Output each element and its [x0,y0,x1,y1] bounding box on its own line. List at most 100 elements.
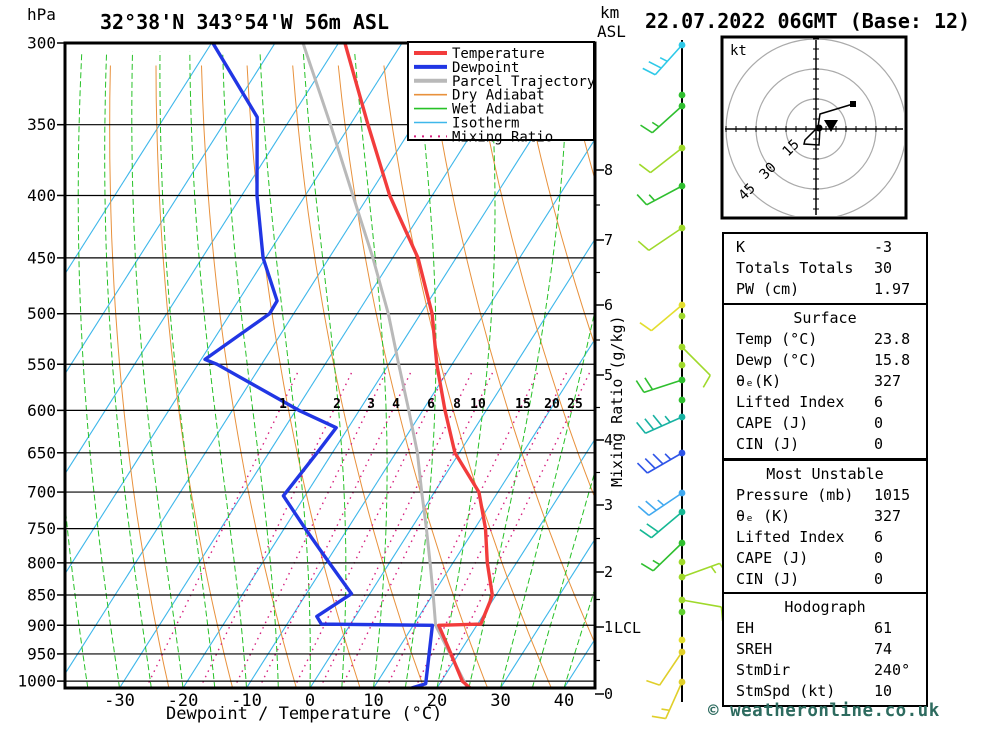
hodograph-top-marker [850,101,856,107]
wind-barb-feather [636,462,648,474]
wind-barb-shaft [645,416,683,435]
wind-barb [638,144,686,174]
wet-adiabat-line [354,51,388,688]
wind-barb-shaft [681,562,720,578]
sounding-profiles [203,43,494,688]
background-line-families [65,43,595,688]
temperature-tick-label: 30 [490,691,510,711]
km-tick-label: 8 [604,161,613,179]
mixing-ratio-value: 4 [392,397,400,412]
temperature-tick-label: 20 [427,691,447,711]
pressure-tick-label: 1000 [17,672,56,691]
stat-row: CAPE (J) 0 [724,413,926,434]
wind-barb-shaft [654,44,683,76]
stat-value: 61 [874,619,893,637]
axis-ticks-and-labels: 3003504004505005506006507007508008509009… [17,34,613,712]
isotherm-line [436,438,595,688]
wind-barb [639,508,686,539]
wind-barb-feather [635,380,645,393]
wind-barb [678,558,686,566]
stat-row: CAPE (J) 0 [724,548,926,569]
wet-adiabat-line [189,51,247,688]
stat-row: CIN (J) 0 [724,434,926,455]
stat-value: 1015 [874,486,911,504]
stat-value: 10 [874,682,893,700]
wind-barb [639,301,686,332]
stat-label: StmSpd (kt) [736,682,836,700]
mixing-ratio-line [319,371,473,688]
stat-value: 6 [874,528,884,546]
wind-barb [636,413,686,435]
legend-label: Wet Adiabat [452,102,545,118]
wind-barb [678,562,729,581]
temperature-tick-label: 10 [363,691,383,711]
stat-row: Lifted Index 6 [724,392,926,413]
stats-box: Surface Temp (°C) 23.8 Dewp (°C) 15.8 θₑ(K) 32… [722,303,928,460]
mixing-ratio-value: 1 [279,397,287,412]
station-title: 32°38'N 343°54'W 56m ASL [100,10,389,34]
wind-barb-feather [639,322,652,332]
stat-row: CIN (J) 0 [724,569,926,590]
stat-label: Pressure (mb) [736,486,854,504]
dry-adiabat-line [428,65,595,645]
wind-barb [637,489,686,517]
stat-value: 240° [874,661,911,679]
stats-section-header: Hodograph [784,598,866,616]
mixing-ratio-value: 6 [427,397,435,412]
temperature-tick-label: 40 [554,691,574,711]
stats-box: K -3 Totals Totals 30 PW (cm) 1.97 [722,232,928,305]
wind-barb-shaft [646,452,683,474]
dry-adiabat-line [201,65,297,688]
isotherm-line [65,43,467,675]
hodograph-unit-label: kt [730,43,747,59]
wind-barb-shaft [681,346,711,376]
temperature-tick-label: -10 [231,691,262,711]
wind-barb [678,636,686,644]
wet-adiabat-line [159,51,216,688]
wind-barb-feather [636,421,647,434]
wind-barb-dot [678,396,686,404]
stat-value: 23.8 [874,330,911,348]
km-tick-label: 5 [604,366,613,384]
pressure-tick-label: 950 [27,644,56,663]
mixing-ratio-line [258,371,412,688]
mixing-ratio-axis-label: Mixing Ratio (g/kg) [608,315,626,487]
isotherm-line [373,338,595,688]
wind-barb [678,396,686,404]
isotherm-line [65,43,340,475]
km-tick-label: 3 [604,496,613,514]
temperature-axis-caption: Dewpoint / Temperature (°C) [166,704,442,724]
isotherm-line [246,138,595,688]
wind-barb [636,449,686,474]
stat-row: SREH 74 [724,639,926,660]
wind-barb-shaft [650,511,683,539]
stat-label: StmDir [736,661,791,679]
mixing-ratio-line [145,371,299,688]
stat-label: CAPE (J) [736,414,809,432]
stat-row: StmDir 240° [724,660,926,681]
mixing-ratio-line [293,371,447,688]
wind-barb [678,91,686,99]
wind-barb-feather [661,708,670,712]
wind-barb-feather [636,193,648,206]
stat-row: Lifted Index 6 [724,527,926,548]
km-tick-label: 4 [604,431,613,449]
wind-barb-dot [678,558,686,566]
wind-barb-dot [678,636,686,644]
temperature-tick-label: -30 [104,691,135,711]
wet-adiabat-line [131,51,184,688]
mixing-ratio-value: 3 [367,397,375,412]
stat-value: 0 [874,549,884,567]
wind-barb [678,312,686,320]
stat-row: θₑ (K) 327 [724,506,926,527]
copyright: © weatheronline.co.uk [708,701,940,721]
legend-box [407,41,595,141]
isotherm-line [65,43,403,575]
wind-barb-shaft [652,542,683,572]
wet-adiabat-line [531,469,595,688]
wet-adiabat-line [222,51,279,688]
pressure-tick-label: 650 [27,443,56,462]
stat-label: Dewp (°C) [736,351,818,369]
